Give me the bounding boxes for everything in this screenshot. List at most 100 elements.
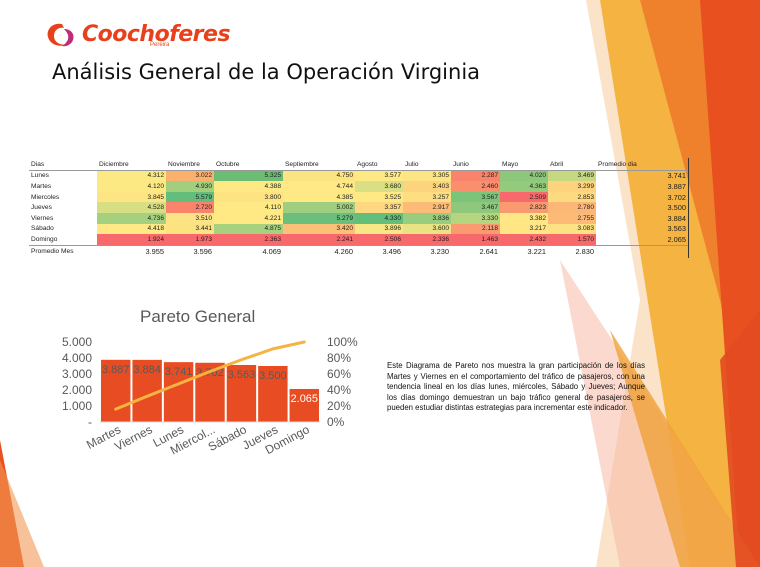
heat-cell: 3.217 bbox=[500, 223, 548, 235]
bar-value-label: 3.563 bbox=[228, 369, 256, 381]
heat-cell: 2.780 bbox=[548, 202, 596, 213]
heat-cell: 3.382 bbox=[500, 212, 548, 224]
row-average: 2.065 bbox=[667, 234, 687, 244]
heat-cell: 3.845 bbox=[97, 191, 166, 203]
y2-tick-label: 40% bbox=[327, 383, 351, 397]
heat-cell: 5.325 bbox=[214, 170, 283, 182]
heat-cell: 3.420 bbox=[283, 223, 355, 235]
header-cell: Promedio dia bbox=[596, 159, 688, 171]
heat-cell: 4.528 bbox=[97, 202, 166, 213]
heat-cell: 2.363 bbox=[214, 234, 283, 246]
heat-cell: 5.279 bbox=[283, 212, 355, 224]
heat-cell: 2.853 bbox=[548, 191, 596, 203]
row-label: Sábado bbox=[31, 225, 54, 233]
footer-cell: 3.496 bbox=[355, 244, 403, 257]
heat-cell: 4.750 bbox=[283, 170, 355, 182]
chart-title: Pareto General bbox=[140, 307, 256, 326]
footer-cell: 3.955 bbox=[97, 244, 166, 257]
brand-logo: Coochoferes bbox=[44, 20, 231, 50]
bar bbox=[163, 362, 194, 422]
bar-value-label: 3.887 bbox=[102, 364, 130, 376]
header-cell: Mayo bbox=[500, 159, 548, 171]
header-cell: Abril bbox=[548, 159, 596, 171]
footer-cell: 4.069 bbox=[214, 244, 283, 257]
bar bbox=[226, 364, 257, 422]
heat-cell: 3.467 bbox=[451, 202, 500, 213]
table-row: Sábado 4.418 3.441 4.875 3.420 3.896 3.600 2.11… bbox=[29, 223, 688, 235]
table-row: Miercoles 3.845 5.579 3.800 4.385 3.525 3.257 3… bbox=[29, 191, 688, 203]
y2-tick-label: 80% bbox=[327, 351, 351, 365]
heat-cell: 1.463 bbox=[451, 234, 500, 246]
heat-cell: 2.118 bbox=[451, 223, 500, 235]
bar-value-label: 3.500 bbox=[259, 370, 287, 382]
description-text: Este Diagrama de Pareto nos muestra la g… bbox=[387, 361, 645, 413]
heat-cell: 4.330 bbox=[355, 212, 403, 224]
header-cell: Julio bbox=[403, 159, 451, 171]
y-tick-label: 3.000 bbox=[62, 367, 92, 381]
y-tick-label: - bbox=[88, 415, 92, 429]
y-tick-label: 4.000 bbox=[62, 351, 92, 365]
heat-cell: 3.022 bbox=[166, 170, 214, 182]
heat-cell: 4.363 bbox=[500, 181, 548, 192]
heat-cell: 3.257 bbox=[403, 191, 451, 203]
header-cell: Septiembre bbox=[283, 159, 355, 171]
heat-cell: 2.460 bbox=[451, 181, 500, 192]
footer-label: Promedio Mes bbox=[29, 244, 97, 257]
heat-cell: 4.930 bbox=[166, 181, 214, 192]
heat-cell: 2.823 bbox=[500, 202, 548, 213]
heat-cell: 3.680 bbox=[355, 181, 403, 192]
heat-cell: 4.120 bbox=[97, 181, 166, 192]
heat-cell: 2.241 bbox=[283, 234, 355, 246]
heat-cell: 5.579 bbox=[166, 191, 214, 203]
heat-cell: 3.896 bbox=[355, 223, 403, 235]
row-label: Viernes bbox=[31, 214, 54, 222]
heat-cell: 2.720 bbox=[166, 202, 214, 213]
bar bbox=[258, 366, 288, 422]
footer-cell: 2.830 bbox=[548, 244, 596, 257]
heat-cell: 3.330 bbox=[451, 212, 500, 224]
heat-cell: 4.744 bbox=[283, 181, 355, 192]
heat-cell: 4.221 bbox=[214, 212, 283, 224]
heat-cell: 1.973 bbox=[166, 234, 214, 246]
heat-cell: 4.020 bbox=[500, 170, 548, 182]
header-cell: Dias bbox=[29, 159, 97, 171]
row-label: Jueves bbox=[31, 204, 52, 212]
table-row: Lunes 4.312 3.022 5.325 4.750 3.577 3.305 2.287… bbox=[29, 170, 688, 182]
row-label: Martes bbox=[31, 182, 52, 190]
heat-cell: 2.432 bbox=[500, 234, 548, 246]
footer-cell: 2.641 bbox=[451, 244, 500, 257]
heat-cell: 4.312 bbox=[97, 170, 166, 182]
footer-empty bbox=[596, 244, 688, 257]
header-cell: Noviembre bbox=[166, 159, 214, 171]
page-title: Análisis General de la Operación Virgini… bbox=[52, 60, 481, 84]
bar-value-label: 3.884 bbox=[133, 364, 161, 376]
heat-cell: 4.388 bbox=[214, 181, 283, 192]
heat-cell: 3.836 bbox=[403, 212, 451, 224]
header-cell: Octubre bbox=[214, 159, 283, 171]
heat-cell: 4.875 bbox=[214, 223, 283, 235]
y2-tick-label: 0% bbox=[327, 415, 345, 429]
pareto-chart: - 1.000 2.000 3.000 4.000 5.000 0% 20% 40% 60% 80%… bbox=[62, 335, 358, 458]
table-header-row: Dias Diciembre Noviembre Octubre Septiembre A… bbox=[29, 159, 688, 171]
heatmap-table: Dias Diciembre Noviembre Octubre Septiembre A… bbox=[29, 159, 688, 257]
header-cell: Diciembre bbox=[97, 159, 166, 171]
footer-cell: 3.221 bbox=[500, 244, 548, 257]
heat-cell: 3.403 bbox=[403, 181, 451, 192]
row-average: 3.702 bbox=[667, 192, 687, 202]
logo-subtitle: Pereira bbox=[150, 42, 170, 48]
row-label: Miercoles bbox=[31, 193, 60, 201]
table-row: Domingo 1.924 1.973 2.363 2.241 2.506 2.336 1.4… bbox=[29, 234, 688, 246]
heat-cell: 4.418 bbox=[97, 223, 166, 235]
heat-cell: 5.002 bbox=[283, 202, 355, 213]
heat-cell: 3.357 bbox=[355, 202, 403, 213]
y2-tick-label: 20% bbox=[327, 399, 351, 413]
y-tick-label: 5.000 bbox=[62, 335, 92, 349]
bar-value-label: 3.741 bbox=[165, 366, 193, 378]
bar-value-label: 2.065 bbox=[291, 393, 319, 405]
row-label: Lunes bbox=[31, 172, 49, 180]
heat-cell: 4.385 bbox=[283, 191, 355, 203]
header-cell: Agosto bbox=[355, 159, 403, 171]
row-average: 3.887 bbox=[667, 181, 687, 191]
row-average: 3.563 bbox=[667, 224, 687, 234]
